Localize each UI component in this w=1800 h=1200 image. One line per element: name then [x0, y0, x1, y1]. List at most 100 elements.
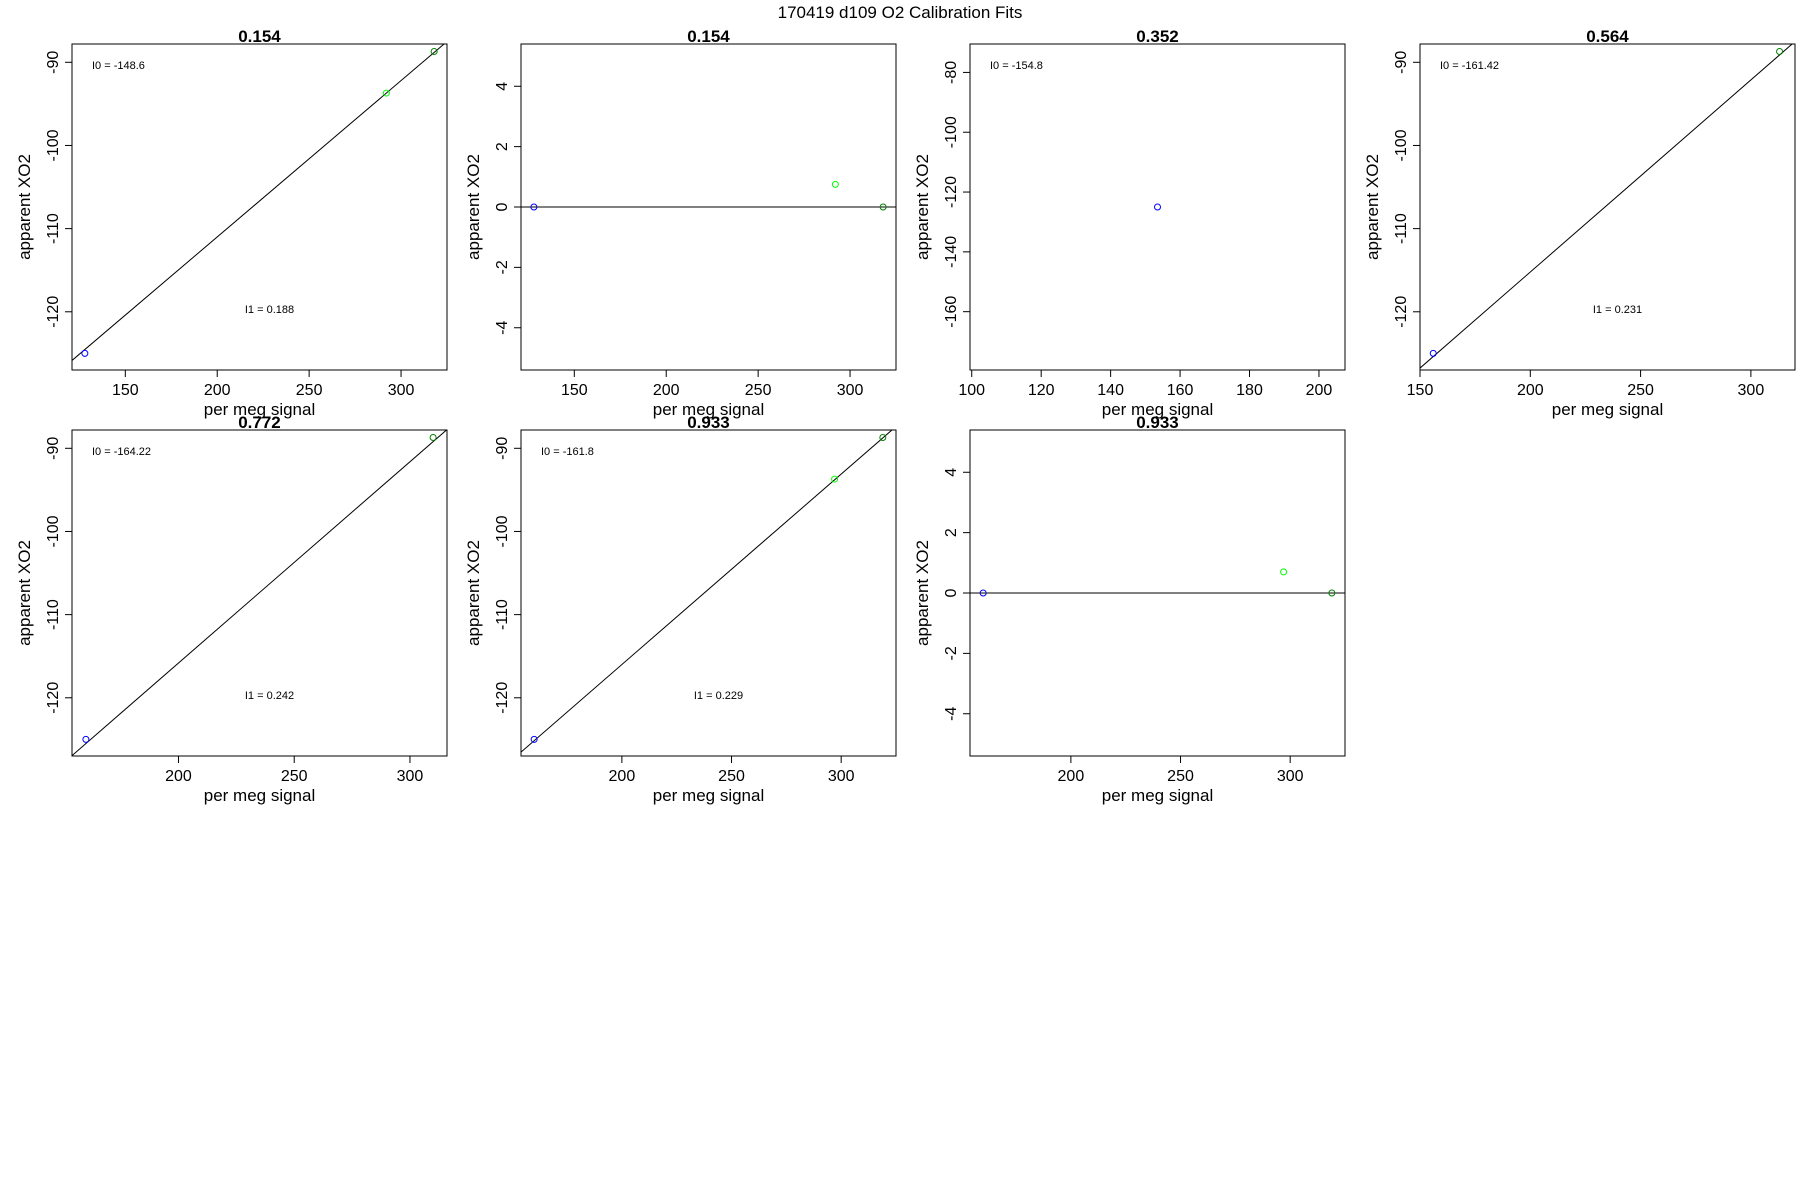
- plot-area: [72, 44, 445, 361]
- data-point: [1280, 568, 1288, 576]
- data-point: [81, 349, 89, 357]
- y-tick-label: -110: [1393, 213, 1410, 244]
- y-axis-label: apparent XO2: [1363, 154, 1382, 260]
- y-tick-label: -90: [1393, 51, 1410, 74]
- x-tick-label: 300: [397, 768, 424, 785]
- data-point: [1429, 349, 1437, 357]
- panel-7: 0.933 200 250 300 per meg signal -4 -2 0 2 4 appar…: [913, 413, 1346, 805]
- y-tick-label: 2: [943, 528, 960, 537]
- y-tick-label: -110: [494, 599, 511, 630]
- x-axis-label: per meg signal: [1102, 786, 1214, 805]
- x-tick-label: 200: [204, 382, 231, 399]
- x-tick-label: 180: [1236, 382, 1263, 399]
- x-axis-label: per meg signal: [653, 786, 765, 805]
- y-tick-label: -120: [45, 682, 62, 714]
- y-tick-label: 4: [943, 468, 960, 477]
- y-tick-label: -4: [943, 707, 960, 721]
- fit-line: [1420, 44, 1793, 369]
- x-tick-label: 300: [388, 382, 415, 399]
- x-tick-label: 250: [745, 382, 772, 399]
- plot-frame: [969, 43, 1346, 371]
- y-tick-label: 4: [494, 82, 511, 91]
- y-tick-label: -110: [45, 599, 62, 630]
- data-point: [1776, 47, 1784, 55]
- y-tick-label: -90: [45, 51, 62, 74]
- x-axis-label: per meg signal: [204, 786, 316, 805]
- x-tick-label: 300: [1277, 768, 1304, 785]
- plot-area: [521, 180, 896, 211]
- panel-4: 0.564 150 200 250 300 per meg signal -120 -110 -…: [1363, 27, 1796, 419]
- x-axis-label: per meg signal: [1102, 400, 1214, 419]
- x-axis-label: per meg signal: [1552, 400, 1664, 419]
- data-point: [530, 203, 538, 211]
- y-tick-label: -100: [494, 515, 511, 547]
- y-axis-label: apparent XO2: [913, 540, 932, 646]
- plot-area: [72, 430, 447, 756]
- x-tick-label: 200: [653, 382, 680, 399]
- panel-title: 0.772: [238, 413, 281, 432]
- y-axis-label: apparent XO2: [15, 540, 34, 646]
- panel-title: 0.154: [687, 27, 730, 46]
- x-tick-label: 150: [561, 382, 588, 399]
- intercept-label: I0 = -154.8: [990, 60, 1043, 72]
- y-tick-label: -4: [494, 321, 511, 335]
- x-tick-label: 150: [1407, 382, 1434, 399]
- y-tick-label: -90: [45, 437, 62, 460]
- x-tick-label: 250: [296, 382, 323, 399]
- y-tick-label: -120: [494, 682, 511, 714]
- plot-area: [1420, 44, 1793, 369]
- x-tick-label: 200: [609, 768, 636, 785]
- data-point: [979, 589, 987, 597]
- intercept-label: I0 = -161.42: [1440, 60, 1499, 72]
- fit-line: [521, 430, 893, 753]
- panel-title: 0.933: [687, 413, 730, 432]
- panel-3: 0.352 100 120 140 160 180 200 per meg signal -16…: [913, 27, 1346, 419]
- data-point: [879, 203, 887, 211]
- y-tick-label: -140: [943, 236, 960, 268]
- panel-title: 0.154: [238, 27, 281, 46]
- y-tick-label: 2: [494, 142, 511, 151]
- x-tick-label: 200: [1306, 382, 1333, 399]
- x-axis-label: per meg signal: [204, 400, 316, 419]
- panel-title: 0.933: [1136, 413, 1179, 432]
- x-tick-label: 300: [1738, 382, 1765, 399]
- x-tick-label: 250: [1627, 382, 1654, 399]
- y-tick-label: -100: [1393, 129, 1410, 161]
- panel-1: 0.154 150 200 250 300 per meg signal -120 -110 -…: [15, 27, 448, 419]
- panel-title: 0.352: [1136, 27, 1179, 46]
- x-tick-label: 250: [1167, 768, 1194, 785]
- y-tick-label: -100: [943, 116, 960, 148]
- y-tick-label: 0: [943, 588, 960, 597]
- intercept-label: I0 = -161.8: [541, 446, 594, 458]
- data-point: [879, 433, 887, 441]
- panel-2: 0.154 150 200 250 300 per meg signal -4 -2 0 2 4 ap…: [464, 27, 897, 419]
- y-tick-label: -2: [494, 260, 511, 274]
- data-point: [1328, 589, 1336, 597]
- data-point: [382, 89, 390, 97]
- y-tick-label: -160: [943, 296, 960, 328]
- x-tick-label: 100: [958, 382, 985, 399]
- y-axis-label: apparent XO2: [913, 154, 932, 260]
- data-point: [530, 735, 538, 743]
- y-tick-label: 0: [494, 202, 511, 211]
- data-point: [429, 433, 437, 441]
- intercept-label: I0 = -148.6: [92, 60, 145, 72]
- data-point: [831, 475, 839, 483]
- x-tick-label: 200: [1517, 382, 1544, 399]
- data-point: [1154, 203, 1161, 211]
- y-axis-label: apparent XO2: [15, 154, 34, 260]
- panel-5: 0.772 200 250 300 per meg signal -120 -110 -100…: [15, 413, 448, 805]
- plot-area: [1154, 203, 1161, 211]
- y-tick-label: -110: [45, 213, 62, 244]
- x-tick-label: 250: [281, 768, 308, 785]
- plot-frame: [1419, 43, 1796, 371]
- panel-6: 0.933 200 250 300 per meg signal -120 -110 -100…: [464, 413, 897, 805]
- x-tick-label: 300: [837, 382, 864, 399]
- y-tick-label: -120: [1393, 296, 1410, 328]
- slope-label: I1 = 0.231: [1593, 304, 1642, 316]
- y-tick-label: -120: [943, 176, 960, 208]
- y-axis-label: apparent XO2: [464, 540, 483, 646]
- y-tick-label: -120: [45, 296, 62, 328]
